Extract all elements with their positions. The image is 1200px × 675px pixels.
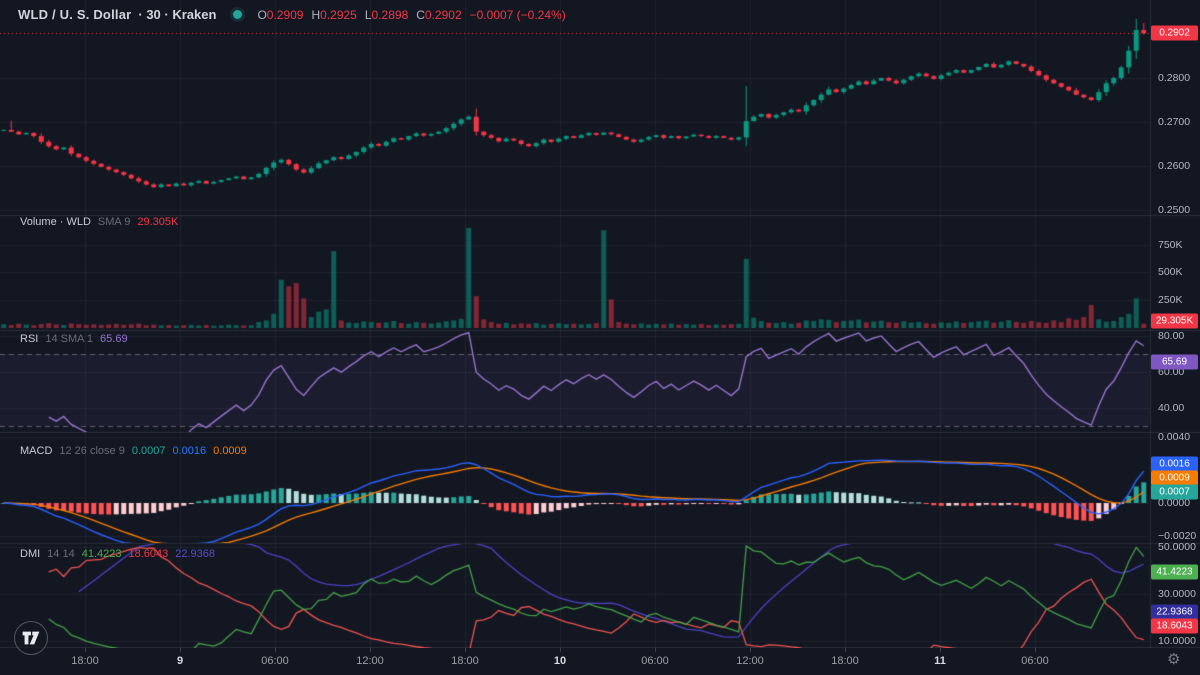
macd-axis-label: −0.0020: [1158, 530, 1197, 542]
rsi-axis-label: 40.00: [1158, 402, 1185, 414]
dmi-params: 14 14: [47, 548, 75, 560]
macd-title: MACD: [20, 445, 53, 457]
dmi-axis-label: 10.0000: [1158, 635, 1196, 647]
high-label: H: [311, 7, 321, 22]
time-axis-tick: [370, 648, 371, 652]
market-status-dot: [233, 10, 243, 19]
macd-line-badge: 0.0016: [1151, 456, 1198, 472]
close-value: 0.2902: [424, 7, 462, 22]
time-axis-tick: [275, 648, 276, 652]
volume-value: 29.305K: [137, 216, 179, 228]
volume-axis-label: 500K: [1158, 266, 1183, 278]
time-axis-label: 06:00: [641, 655, 669, 667]
time-axis-tick: [940, 648, 941, 652]
time-axis-settings-gear-icon[interactable]: ⚙: [1167, 651, 1181, 668]
time-axis-label: 18:00: [71, 655, 99, 667]
price-axis-label: 0.2500: [1158, 204, 1191, 216]
time-axis-tick: [655, 648, 656, 652]
price-axis-label: 0.2600: [1158, 160, 1191, 172]
macd-line-value: 0.0016: [172, 445, 207, 457]
macd-params: 12 26 close 9: [59, 445, 125, 457]
ohlc-readout: O0.2909 H0.2925 L0.2898 C0.2902 −0.0007 …: [257, 8, 565, 22]
rsi-title: RSI: [20, 333, 39, 345]
time-axis-tick: [465, 648, 466, 652]
dmi-minus-di-value: 18.6043: [128, 548, 169, 560]
dmi-minus-badge: 18.6043: [1151, 618, 1198, 634]
volume-indicator-label[interactable]: Volume · WLD SMA 9 29.305K: [20, 216, 178, 228]
volume-axis-label: 250K: [1158, 293, 1183, 306]
symbol-header[interactable]: WLD / U. S. Dollar · 30 · Kraken O0.2909…: [18, 7, 566, 22]
time-axis-label: 06:00: [1021, 655, 1049, 667]
low-label: L: [364, 7, 372, 22]
time-axis-day-label: 11: [934, 655, 946, 667]
symbol-title[interactable]: WLD / U. S. Dollar: [18, 7, 132, 22]
dmi-axis-label: 50.0000: [1158, 541, 1196, 553]
time-axis-label: 12:00: [736, 655, 764, 667]
volume-value-badge: 29.305K: [1151, 313, 1198, 329]
macd-hist-value: 0.0007: [131, 445, 166, 457]
time-axis-tick: [560, 648, 561, 652]
time-axis-day-label: 10: [553, 655, 567, 667]
dmi-plus-di-value: 41.4223: [81, 548, 122, 560]
price-axis-label: 0.2800: [1158, 72, 1191, 84]
volume-title: Volume · WLD: [20, 216, 91, 228]
macd-indicator-label[interactable]: MACD 12 26 close 9 0.0007 0.0016 0.0009: [20, 445, 247, 457]
price-scale-axis[interactable]: 0.2800 0.2700 0.2600 0.2500 750K 500K 250K 80.0…: [1150, 0, 1200, 648]
chart-canvas[interactable]: [0, 0, 1200, 648]
time-axis-tick: [750, 648, 751, 652]
macd-axis-label: 0.0040: [1158, 431, 1191, 443]
price-axis-label: 0.2700: [1158, 116, 1191, 128]
macd-hist-badge: 0.0007: [1151, 484, 1198, 500]
time-axis-label: 18:00: [451, 655, 479, 667]
time-axis-label: 18:00: [831, 655, 859, 667]
high-value: 0.2925: [320, 7, 357, 22]
time-axis-tick: [1035, 648, 1036, 652]
dmi-adx-badge: 22.9368: [1151, 604, 1198, 620]
open-value: 0.2909: [266, 7, 304, 22]
low-value: 0.2898: [371, 7, 409, 22]
dmi-axis-label: 30.0000: [1158, 588, 1196, 600]
rsi-axis-label: 80.00: [1158, 330, 1185, 342]
dmi-title: DMI: [20, 548, 41, 560]
rsi-value: 65.69: [100, 333, 128, 345]
open-label: O: [257, 7, 267, 22]
price-last-badge: 0.2902: [1151, 25, 1198, 41]
time-axis-label: 12:00: [356, 655, 384, 667]
close-label: C: [416, 7, 425, 22]
rsi-value-badge: 65.69: [1151, 354, 1198, 370]
dmi-indicator-label[interactable]: DMI 14 14 41.4223 18.6043 22.9368: [20, 548, 215, 560]
time-axis-tick: [845, 648, 846, 652]
macd-axis-label: 0.0000: [1158, 497, 1191, 509]
time-axis[interactable]: 18:00 9 06:00 12:00 18:00 10 06:00 12:00 18:00 11…: [0, 648, 1200, 675]
time-axis-tick: [180, 648, 181, 652]
tradingview-logo-icon: [22, 631, 40, 645]
change-value: −0.0007 (−0.24%): [469, 7, 566, 22]
macd-signal-value: 0.0009: [213, 445, 247, 457]
rsi-indicator-label[interactable]: RSI 14 SMA 1 65.69: [20, 333, 128, 345]
time-axis-label: 06:00: [261, 655, 289, 667]
dmi-adx-value: 22.9368: [175, 548, 215, 560]
volume-params: SMA 9: [97, 216, 131, 228]
dmi-plus-badge: 41.4223: [1151, 564, 1198, 580]
time-axis-day-label: 9: [176, 655, 184, 667]
macd-signal-badge: 0.0009: [1151, 470, 1198, 486]
rsi-params: 14 SMA 1: [45, 333, 94, 345]
time-axis-tick: [85, 648, 86, 652]
volume-axis-label: 750K: [1158, 238, 1183, 251]
tradingview-logo[interactable]: [14, 621, 48, 655]
interval-exchange[interactable]: · 30 · Kraken: [138, 7, 217, 22]
